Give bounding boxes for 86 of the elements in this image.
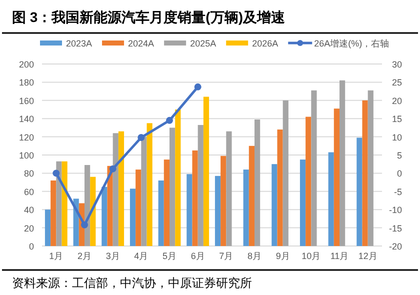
bar [141, 136, 147, 246]
y2-tick-label: 10 [392, 132, 402, 142]
y-tick-label: 160 [18, 96, 34, 106]
legend-label: 2025A [190, 38, 216, 48]
bar [102, 186, 108, 246]
bar [356, 138, 362, 246]
y2-tick-label: 30 [392, 60, 402, 70]
x-tick-label: 7月 [219, 251, 234, 261]
x-tick-label: 9月 [276, 251, 290, 261]
bar [158, 180, 164, 246]
bar [44, 210, 51, 246]
bar [136, 170, 142, 246]
point [52, 170, 60, 177]
point [194, 83, 202, 90]
bar [272, 164, 278, 246]
bar [146, 123, 152, 246]
y2-tick-label: -10 [388, 205, 402, 216]
bar [56, 161, 62, 246]
y2-tick-label: -5 [394, 186, 402, 197]
y2-tick-label: 0 [396, 168, 402, 179]
x-tick-label: 5月 [162, 251, 177, 261]
bar [334, 108, 340, 246]
y2-tick-label: -20 [388, 242, 402, 252]
y-tick-label: 120 [18, 132, 34, 142]
bar [243, 170, 249, 246]
y2-tick-label: 25 [392, 78, 402, 88]
bar [186, 174, 192, 246]
bar [282, 100, 288, 246]
y2-tick-label: -15 [388, 223, 402, 234]
bar [220, 156, 226, 246]
point [138, 134, 145, 142]
x-tick-label: 1月 [49, 251, 64, 261]
bar [214, 176, 221, 246]
y-tick-label: 200 [18, 60, 34, 70]
bar [90, 176, 96, 246]
y2-tick-label: 15 [392, 114, 402, 124]
bar [368, 90, 374, 246]
legend-label: 2023A [66, 38, 92, 48]
bar [226, 131, 232, 246]
x-tick-label: 6月 [190, 251, 205, 261]
x-tick-label: 12月 [358, 251, 378, 261]
point [81, 221, 88, 228]
bar [203, 96, 210, 246]
bar [198, 124, 204, 246]
x-tick-label: 8月 [247, 251, 262, 261]
x-tick-label: 11月 [330, 251, 349, 261]
y-tick-label: 180 [18, 78, 34, 88]
y-tick-label: 140 [18, 114, 34, 124]
bar [192, 150, 198, 246]
legend-label: 2024A [128, 38, 154, 48]
bar [311, 90, 317, 246]
y2-tick-label: 20 [392, 96, 402, 106]
bar [175, 110, 181, 246]
legend-label: 2026A [252, 38, 278, 48]
bar [362, 100, 368, 246]
chart-title: 图 3：我国新能源汽车月度销量(万辆)及增速 [12, 9, 286, 25]
y-tick-label: 60 [24, 186, 34, 197]
bar [300, 160, 306, 246]
bar [164, 160, 170, 246]
bar [328, 152, 334, 246]
y-tick-label: 40 [24, 205, 34, 216]
bar [112, 133, 118, 246]
bar [248, 146, 254, 246]
text: 资料来源：工信部，中汽协，中原证券研究所 [12, 276, 252, 290]
bar [107, 166, 113, 246]
y2-tick-label: 5 [396, 150, 402, 160]
legend-label: 26A增速(%)，右轴 [314, 38, 390, 48]
y-tick-label: 0 [28, 242, 34, 252]
bar [118, 131, 124, 246]
y-tick-label: 80 [24, 168, 34, 179]
x-tick-label: 4月 [134, 251, 148, 261]
bar [340, 80, 346, 246]
bar [50, 180, 56, 246]
bar [62, 161, 68, 246]
point [166, 116, 173, 124]
x-tick-label: 10月 [302, 251, 321, 261]
bar [254, 120, 260, 246]
bar [306, 116, 312, 246]
point [109, 165, 116, 172]
bar [130, 188, 136, 246]
y-tick-label: 100 [18, 150, 34, 160]
bar [277, 130, 283, 246]
x-tick-label: 2月 [77, 251, 92, 261]
x-tick-label: 3月 [106, 251, 120, 261]
bar [170, 128, 176, 246]
y-tick-label: 20 [24, 223, 34, 234]
